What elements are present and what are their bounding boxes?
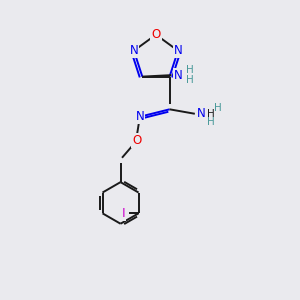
Text: N: N <box>174 69 182 82</box>
Text: N: N <box>174 44 182 57</box>
Text: N: N <box>136 110 144 123</box>
Text: H: H <box>186 76 194 85</box>
Text: N: N <box>196 107 205 120</box>
Text: N: N <box>130 44 138 57</box>
Text: O: O <box>132 134 142 147</box>
Text: H: H <box>186 65 194 75</box>
Text: H: H <box>214 103 222 113</box>
Text: H: H <box>207 109 215 119</box>
Text: I: I <box>122 207 125 220</box>
Text: H: H <box>207 117 215 127</box>
Text: O: O <box>151 28 160 41</box>
